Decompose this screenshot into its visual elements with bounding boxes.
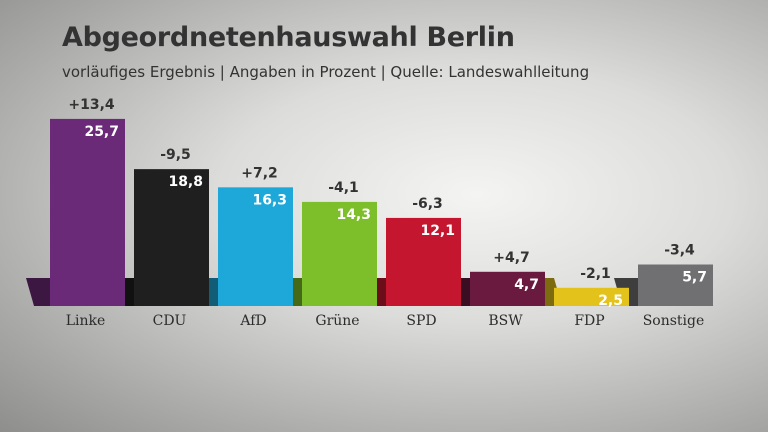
category-label-bsw: BSW xyxy=(488,313,523,329)
change-label-linke: +13,4 xyxy=(68,97,115,113)
category-label-afd: AfD xyxy=(239,313,266,329)
value-label-linke: 25,7 xyxy=(84,124,119,140)
bar-fdp xyxy=(554,287,629,306)
category-label-fdp: FDP xyxy=(574,313,604,329)
change-label-bsw: +4,7 xyxy=(493,250,530,266)
bar-grüne xyxy=(302,201,377,306)
change-label-fdp: -2,1 xyxy=(580,266,611,282)
chart-title: Abgeordnetenhauswahl Berlin xyxy=(62,22,515,53)
change-label-cdu: -9,5 xyxy=(160,147,191,163)
value-label-spd: 12,1 xyxy=(420,223,455,239)
category-label-grüne: Grüne xyxy=(315,313,359,329)
category-label-sonstige: Sonstige xyxy=(643,313,705,329)
value-label-fdp: 2,5 xyxy=(598,293,623,309)
bar-afd xyxy=(218,187,293,306)
change-label-grüne: -4,1 xyxy=(328,180,359,196)
chart-subtitle: vorläufiges Ergebnis | Angaben in Prozen… xyxy=(62,63,590,81)
change-label-afd: +7,2 xyxy=(241,165,278,181)
value-label-afd: 16,3 xyxy=(252,192,287,208)
bar-bsw xyxy=(470,271,545,306)
bar-linke xyxy=(50,118,125,307)
category-label-linke: Linke xyxy=(66,313,106,329)
change-label-sonstige: -3,4 xyxy=(664,243,695,259)
change-label-spd: -6,3 xyxy=(412,196,443,212)
value-label-grüne: 14,3 xyxy=(336,207,371,223)
value-label-sonstige: 5,7 xyxy=(682,270,707,286)
bar-spd xyxy=(386,217,461,306)
bar-sonstige xyxy=(638,264,713,306)
value-label-cdu: 18,8 xyxy=(168,174,203,190)
value-label-bsw: 4,7 xyxy=(514,277,539,293)
category-label-spd: SPD xyxy=(406,313,436,329)
bar-cdu xyxy=(134,169,209,306)
category-label-cdu: CDU xyxy=(153,313,187,329)
